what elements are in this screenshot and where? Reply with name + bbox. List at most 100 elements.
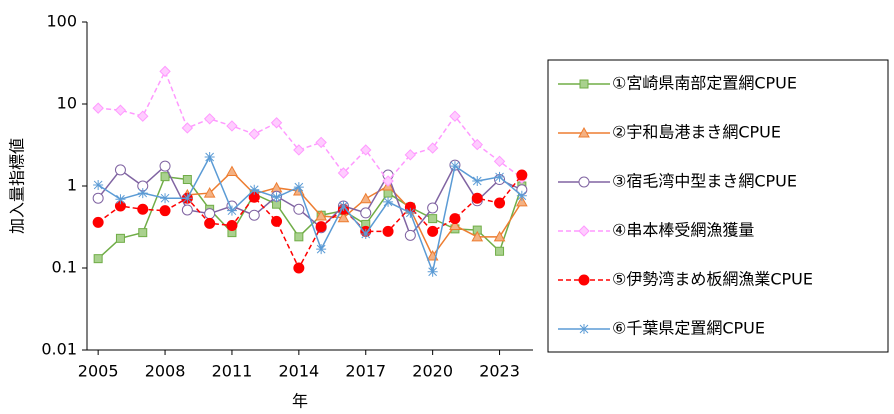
- marker: [93, 254, 103, 264]
- marker: [203, 187, 216, 198]
- marker: [382, 175, 394, 187]
- marker: [516, 190, 527, 201]
- marker: [248, 128, 260, 140]
- marker: [249, 184, 260, 195]
- marker: [115, 194, 126, 205]
- legend-label: ⑥千葉県定置網CPUE: [612, 319, 765, 338]
- marker: [427, 225, 439, 237]
- marker: [427, 202, 439, 214]
- legend-label: ③宿毛湾中型まき網CPUE: [612, 172, 797, 191]
- marker: [516, 169, 528, 181]
- marker: [181, 122, 194, 134]
- marker: [270, 181, 283, 193]
- legend-marker: [578, 274, 590, 286]
- marker: [114, 104, 127, 116]
- marker: [159, 205, 171, 217]
- marker: [315, 136, 327, 149]
- y-tick-label: 10: [57, 94, 77, 113]
- marker: [270, 117, 283, 129]
- marker: [493, 155, 506, 168]
- marker: [160, 172, 170, 182]
- marker: [360, 228, 371, 239]
- marker: [204, 151, 215, 162]
- marker: [293, 144, 305, 156]
- marker: [294, 232, 304, 242]
- marker: [426, 142, 439, 154]
- marker: [137, 110, 149, 122]
- marker: [203, 113, 216, 125]
- legend-label: ⑤伊勢湾まめ板網漁業CPUE: [612, 270, 813, 289]
- marker: [137, 203, 149, 215]
- y-tick-label: 1: [67, 176, 77, 195]
- marker: [449, 161, 460, 172]
- legend-marker: [578, 126, 590, 138]
- legend-marker: [578, 225, 590, 237]
- marker: [160, 193, 171, 204]
- marker: [226, 120, 238, 132]
- marker: [226, 205, 237, 216]
- legend-label: ①宮崎県南部定置網CPUE: [612, 74, 797, 93]
- marker: [114, 164, 126, 176]
- marker: [182, 193, 193, 204]
- marker: [248, 209, 260, 221]
- x-axis-label: 年: [292, 392, 308, 411]
- marker: [271, 215, 283, 227]
- marker: [471, 230, 484, 242]
- legend-marker: [579, 79, 589, 89]
- series-line: [98, 69, 523, 183]
- marker: [293, 262, 305, 274]
- marker: [383, 196, 394, 207]
- marker: [471, 138, 483, 151]
- marker: [404, 229, 416, 241]
- marker: [182, 175, 192, 185]
- marker: [337, 167, 350, 179]
- marker: [315, 210, 327, 221]
- marker: [494, 171, 505, 182]
- marker: [360, 144, 372, 156]
- x-tick-label: 2005: [78, 362, 119, 381]
- x-tick-label: 2017: [345, 362, 386, 381]
- marker: [315, 221, 327, 233]
- x-tick-label: 2008: [145, 362, 186, 381]
- marker: [449, 110, 461, 122]
- marker: [159, 160, 171, 172]
- marker: [226, 165, 238, 177]
- y-tick-label: 100: [46, 12, 77, 31]
- x-tick-label: 2023: [479, 362, 520, 381]
- marker: [138, 228, 148, 238]
- marker: [115, 233, 125, 243]
- marker: [293, 182, 304, 193]
- marker: [338, 201, 349, 212]
- marker: [493, 230, 506, 242]
- y-tick-label: 0.01: [41, 340, 77, 359]
- marker: [360, 207, 372, 219]
- marker: [92, 192, 104, 204]
- marker: [181, 204, 193, 216]
- marker: [427, 266, 438, 277]
- x-tick-label: 2011: [212, 362, 253, 381]
- legend-label: ④串本棒受網漁獲量: [612, 221, 754, 240]
- marker: [428, 214, 438, 224]
- y-axis-label: 加入量指標値: [8, 138, 27, 234]
- marker: [359, 192, 372, 204]
- marker: [271, 192, 282, 203]
- x-tick-label: 2014: [278, 362, 319, 381]
- y-tick-label: 0.1: [52, 258, 77, 277]
- marker: [449, 219, 461, 230]
- marker: [405, 207, 416, 218]
- marker: [226, 219, 238, 231]
- marker: [159, 65, 171, 78]
- marker: [204, 208, 216, 220]
- series-line: [187, 170, 523, 258]
- marker: [92, 216, 104, 228]
- marker: [449, 213, 461, 225]
- legend-marker: [578, 176, 590, 188]
- marker: [382, 225, 394, 237]
- marker: [494, 197, 506, 209]
- marker: [495, 246, 505, 256]
- marker: [93, 179, 104, 190]
- marker: [204, 217, 216, 229]
- legend-marker: [579, 324, 589, 334]
- marker: [471, 192, 483, 204]
